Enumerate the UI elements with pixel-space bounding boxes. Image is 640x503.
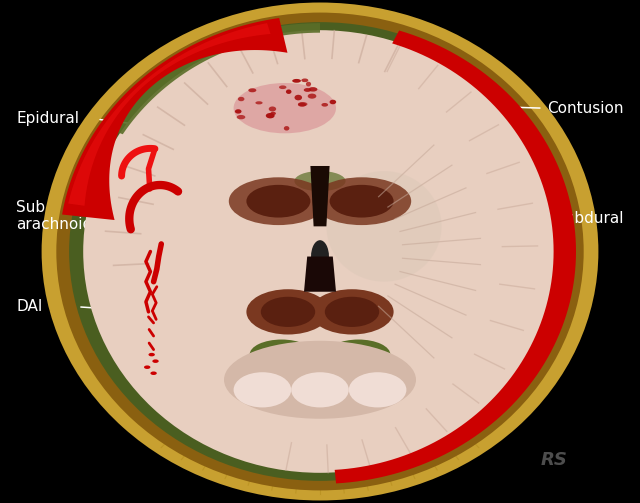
Ellipse shape <box>152 360 159 363</box>
Ellipse shape <box>294 95 302 100</box>
Ellipse shape <box>325 297 379 327</box>
Polygon shape <box>62 18 287 220</box>
Text: RS: RS <box>540 451 567 469</box>
Ellipse shape <box>269 107 276 112</box>
Ellipse shape <box>286 90 291 94</box>
Ellipse shape <box>250 340 314 370</box>
Ellipse shape <box>83 30 557 473</box>
Ellipse shape <box>261 297 315 327</box>
Polygon shape <box>68 23 271 206</box>
Ellipse shape <box>229 178 328 225</box>
Ellipse shape <box>298 103 307 107</box>
Ellipse shape <box>279 86 287 89</box>
Ellipse shape <box>266 113 275 118</box>
Text: Subdural: Subdural <box>556 211 624 226</box>
Ellipse shape <box>144 365 150 369</box>
Ellipse shape <box>330 100 336 104</box>
Ellipse shape <box>69 22 571 481</box>
Ellipse shape <box>270 112 276 115</box>
Ellipse shape <box>234 372 291 407</box>
Polygon shape <box>109 23 320 134</box>
Ellipse shape <box>255 101 262 105</box>
Ellipse shape <box>291 372 349 407</box>
Ellipse shape <box>321 103 328 107</box>
Ellipse shape <box>308 94 316 99</box>
Ellipse shape <box>306 81 311 87</box>
Ellipse shape <box>308 87 317 92</box>
Ellipse shape <box>246 185 310 218</box>
Ellipse shape <box>292 79 301 83</box>
Ellipse shape <box>246 289 330 334</box>
Text: DAI: DAI <box>16 299 42 314</box>
Ellipse shape <box>148 353 155 357</box>
Text: Epidural: Epidural <box>16 111 79 126</box>
Ellipse shape <box>235 109 241 114</box>
Ellipse shape <box>237 115 245 119</box>
Ellipse shape <box>224 341 416 418</box>
Ellipse shape <box>311 240 329 273</box>
Polygon shape <box>310 166 330 226</box>
Ellipse shape <box>234 83 336 133</box>
Text: Sub
arachnoid: Sub arachnoid <box>16 200 92 232</box>
Polygon shape <box>304 257 336 292</box>
Ellipse shape <box>326 171 442 282</box>
Ellipse shape <box>238 97 244 101</box>
Text: Contusion: Contusion <box>547 101 624 116</box>
Ellipse shape <box>312 178 412 225</box>
Ellipse shape <box>301 78 308 82</box>
Ellipse shape <box>284 126 289 131</box>
Ellipse shape <box>349 372 406 407</box>
Ellipse shape <box>310 289 394 334</box>
Ellipse shape <box>248 89 257 92</box>
Ellipse shape <box>150 371 157 375</box>
Ellipse shape <box>298 102 307 106</box>
Ellipse shape <box>294 171 346 191</box>
Ellipse shape <box>330 185 394 218</box>
Ellipse shape <box>304 88 311 92</box>
Polygon shape <box>335 31 576 483</box>
Ellipse shape <box>42 3 598 500</box>
Ellipse shape <box>56 13 584 490</box>
Ellipse shape <box>326 340 390 370</box>
